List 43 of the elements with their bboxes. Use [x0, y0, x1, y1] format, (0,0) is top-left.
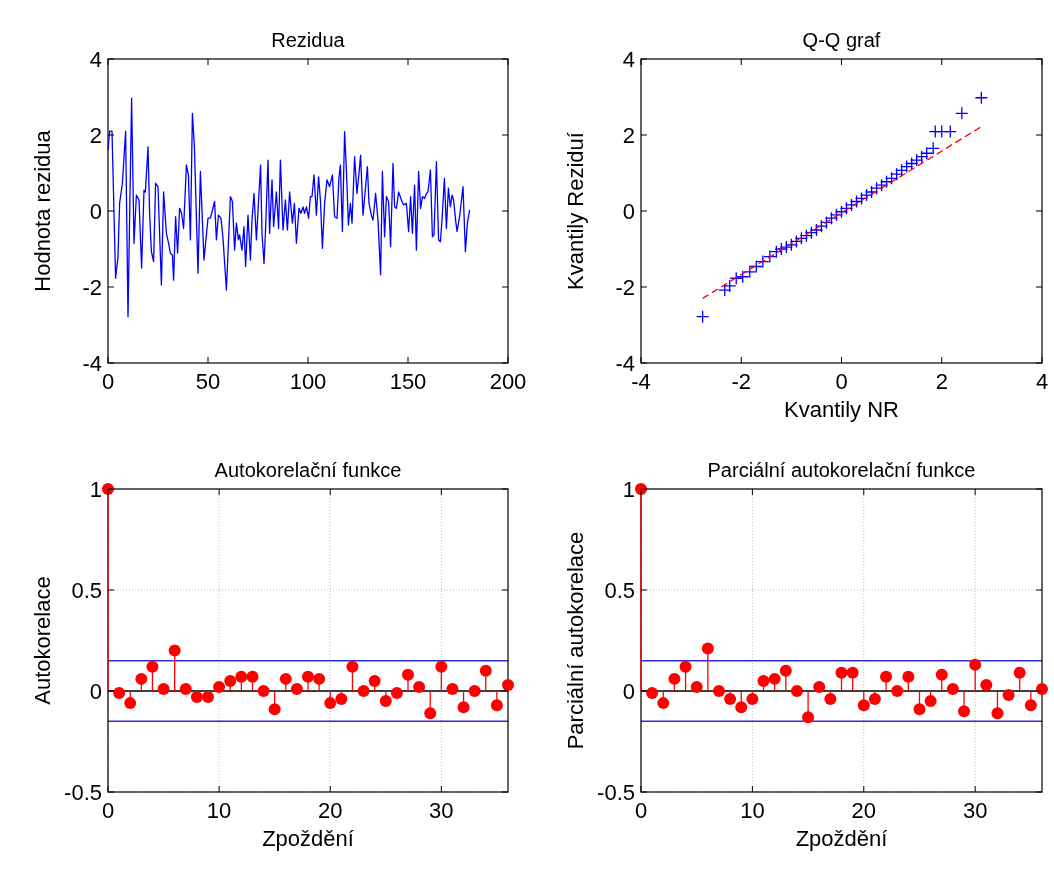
- x-tick-label: 150: [389, 369, 427, 394]
- x-tick-label: -2: [731, 369, 752, 394]
- x-tick-label: 20: [851, 798, 877, 823]
- y-tick-label: 2: [89, 123, 102, 148]
- y-tick-label: -4: [615, 351, 635, 376]
- x-axis-title: Zpoždění: [795, 826, 888, 851]
- y-tick-label: 0.5: [71, 578, 102, 603]
- x-tick-label: 50: [195, 369, 221, 394]
- y-axis-title: Autokorelace: [30, 576, 55, 705]
- y-tick-label: 1: [89, 477, 102, 502]
- chart-title: Autokorelační funkce: [214, 459, 402, 481]
- chart-title: Q-Q graf: [802, 29, 881, 51]
- x-axis-title: Kvantily NR: [784, 397, 899, 422]
- y-tick-label: 4: [622, 47, 635, 72]
- x-tick-label: 100: [289, 369, 327, 394]
- y-tick-label: 1: [622, 477, 635, 502]
- y-tick-label: 0: [622, 199, 635, 224]
- y-tick-label: 0: [622, 679, 635, 704]
- chart-title: Rezidua: [271, 29, 346, 51]
- y-tick-label: 0: [89, 199, 102, 224]
- x-tick-label: 30: [429, 798, 454, 823]
- x-tick-label: 30: [962, 798, 988, 823]
- x-tick-label: 2: [935, 369, 948, 394]
- y-tick-label: 4: [89, 47, 102, 72]
- y-tick-label: -2: [82, 275, 102, 300]
- y-axis-title: Hodnota rezidua: [30, 129, 55, 292]
- y-tick-label: 0: [89, 679, 102, 704]
- x-tick-label: 200: [489, 369, 527, 394]
- y-tick-label: -0.5: [64, 780, 102, 805]
- y-axis-title: Kvantily Reziduí: [563, 132, 588, 290]
- y-tick-label: -2: [615, 275, 635, 300]
- y-axis-title: Parciální autokorelace: [563, 531, 588, 750]
- y-tick-label: -0.5: [597, 780, 635, 805]
- y-tick-label: 2: [622, 123, 635, 148]
- chart-title: Parciální autokorelační funkce: [707, 459, 976, 481]
- x-axis-title: Zpoždění: [262, 826, 354, 851]
- x-tick-label: 0: [835, 369, 848, 394]
- x-tick-label: 10: [740, 798, 765, 823]
- x-tick-label: 20: [317, 798, 343, 823]
- y-tick-label: 0.5: [604, 578, 635, 603]
- y-tick-label: -4: [82, 351, 102, 376]
- x-tick-label: 4: [1035, 369, 1049, 394]
- x-tick-label: 10: [206, 798, 232, 823]
